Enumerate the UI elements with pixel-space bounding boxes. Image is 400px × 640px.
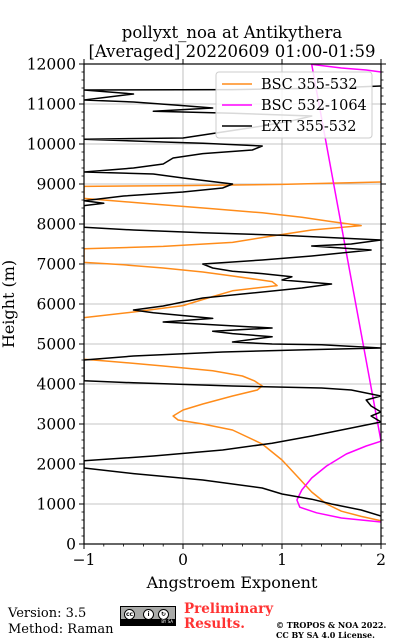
x-tick-label: −1 (73, 551, 96, 569)
x-axis-label: Angstroem Exponent (146, 573, 318, 592)
legend-box (215, 71, 373, 139)
x-tick-label: 1 (277, 551, 287, 569)
cc-badge-label: BY SA (121, 619, 175, 625)
y-tick-label: 9000 (37, 176, 76, 194)
license-line1: © TROPOS & NOA 2022. (276, 620, 387, 630)
x-tick-label: 0 (178, 551, 188, 569)
preliminary-note: Preliminary Results. (184, 602, 273, 632)
method-text: Method: Raman (8, 622, 114, 637)
y-tick-label: 5000 (37, 336, 76, 354)
license-text: © TROPOS & NOA 2022. CC BY SA 4.0 Licens… (276, 620, 386, 640)
ticks: −1 0 1 201000200030004000500060007000800090… (27, 56, 386, 569)
preliminary-line2: Results. (184, 616, 245, 632)
y-tick-label: 3000 (37, 416, 76, 434)
series-line-bsc-532-1064 (296, 64, 381, 523)
chart: pollyxt_noa at Antikythera [Averaged] 20… (0, 23, 386, 592)
y-tick-label: 4000 (37, 376, 76, 394)
y-tick-label: 8000 (37, 216, 76, 234)
legend-label: BSC 532-1064 (261, 98, 367, 114)
series-line-ext-355-532 (84, 85, 381, 517)
y-tick-label: 1000 (37, 496, 76, 514)
chart-title: pollyxt_noa at Antikythera (122, 23, 343, 42)
series-line-bsc-355-532 (84, 181, 381, 522)
y-axis-label: Height (m) (0, 260, 18, 348)
legend: BSC 355-532 BSC 532-1064 EXT 355-532 (215, 71, 373, 139)
series-layer (84, 64, 381, 523)
y-tick-label: 0 (66, 536, 76, 554)
license-line2: CC BY SA 4.0 License. (276, 630, 375, 640)
cc-license-badge: cc i ↻ BY SA (120, 606, 176, 626)
y-tick-label: 7000 (37, 256, 76, 274)
legend-label: EXT 355-532 (261, 119, 356, 135)
preliminary-line1: Preliminary (184, 601, 274, 617)
legend-label: BSC 355-532 (261, 77, 358, 93)
y-tick-label: 12000 (27, 56, 76, 74)
y-tick-label: 10000 (27, 136, 76, 154)
version-text: Version: 3.5 (8, 606, 87, 621)
x-tick-label: 2 (376, 551, 386, 569)
y-tick-label: 6000 (37, 296, 76, 314)
y-tick-label: 11000 (27, 96, 76, 114)
chart-subtitle: [Averaged] 20220609 01:00-01:59 (89, 42, 376, 61)
y-tick-label: 2000 (37, 456, 76, 474)
